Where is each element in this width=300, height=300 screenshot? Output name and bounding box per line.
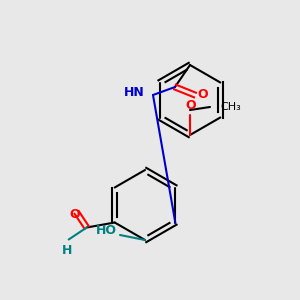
Text: H: H xyxy=(61,244,72,257)
Text: HN: HN xyxy=(124,86,145,100)
Text: O: O xyxy=(197,88,208,101)
Text: O: O xyxy=(69,208,80,220)
Text: CH₃: CH₃ xyxy=(220,102,241,112)
Text: O: O xyxy=(186,99,196,112)
Text: HO: HO xyxy=(96,224,117,238)
